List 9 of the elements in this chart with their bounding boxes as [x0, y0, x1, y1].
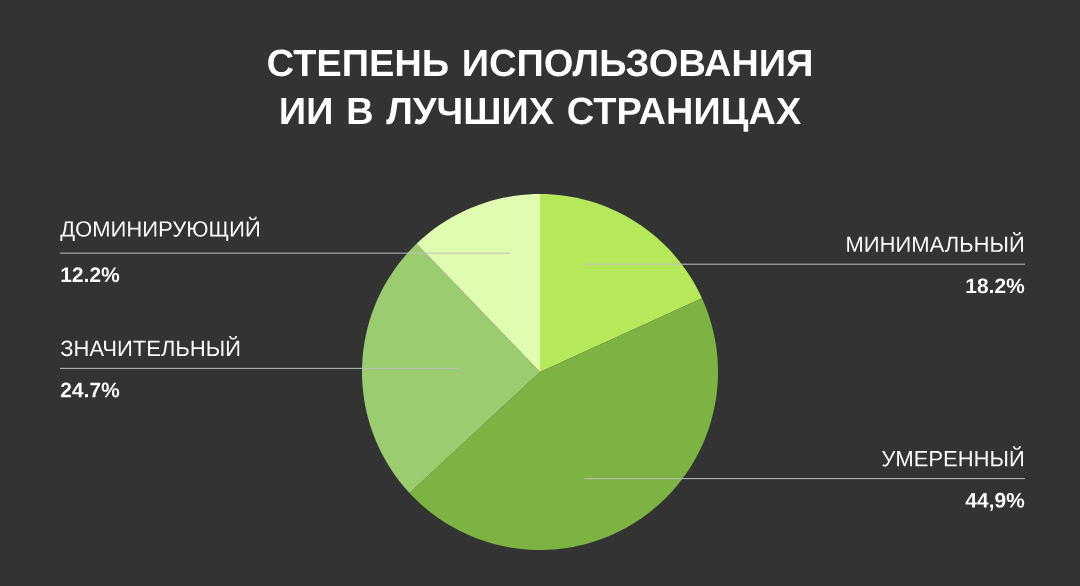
slice-label: ЗНАЧИТЕЛЬНЫЙ [60, 336, 240, 357]
data-label: 44,9% [965, 492, 1025, 511]
slice-label: УМЕРЕННЫЙ [882, 446, 1023, 467]
slice-label: МИНИМАЛЬНЫЙ [847, 231, 1023, 253]
slice-label: ДОМИНИРУЮЩИЙ [60, 216, 259, 241]
data-label: 18.2% [966, 278, 1025, 294]
data-label: 24.7% [60, 382, 120, 398]
chart-title: СТЕПЕНЬ ИСПОЛЬЗОВАНИЯ ИИ В ЛУЧШИХ СТРАНИЦАХ [268, 49, 811, 132]
data-label: 12.2% [61, 267, 120, 283]
